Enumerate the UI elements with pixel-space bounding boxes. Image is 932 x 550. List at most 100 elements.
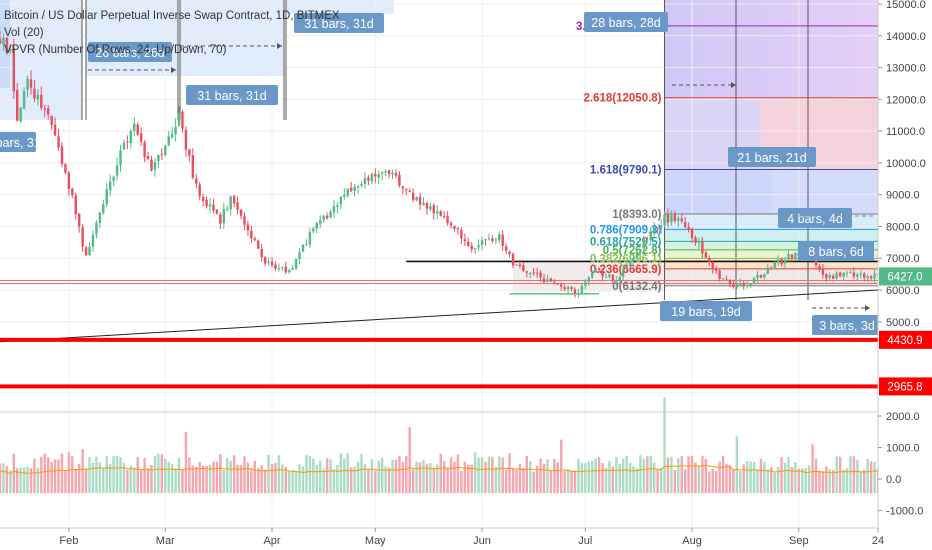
candle-body xyxy=(53,124,57,136)
candle-body xyxy=(632,258,635,261)
candle-body xyxy=(639,249,642,252)
volume-bar xyxy=(246,462,250,494)
volume-bar xyxy=(208,464,212,494)
volume-bar xyxy=(742,464,745,494)
candle-body xyxy=(133,123,136,131)
volume-bar xyxy=(556,462,559,494)
volume-bar xyxy=(835,456,838,494)
candle-body xyxy=(353,186,356,192)
volume-bar xyxy=(9,470,12,494)
volume-bar xyxy=(487,456,491,494)
candle-body xyxy=(563,287,566,290)
volume-bar xyxy=(164,458,167,494)
volume-bar xyxy=(294,470,298,494)
candle-body xyxy=(529,273,532,275)
chart-title[interactable]: Bitcoin / US Dollar Perpetual Inverse Sw… xyxy=(4,10,340,22)
volume-bar xyxy=(580,462,584,494)
volume-bar xyxy=(649,455,652,494)
volume-bar xyxy=(2,463,5,494)
date-range-label[interactable]: 31 bars, 31d xyxy=(0,132,48,152)
candle-body xyxy=(832,275,835,279)
volume-bar xyxy=(708,471,711,494)
price-level-line[interactable] xyxy=(0,337,878,342)
candle-body xyxy=(274,264,277,269)
price-badge: 6427.0 xyxy=(879,267,932,286)
volume-bar xyxy=(749,461,752,494)
date-range-label[interactable]: 26 bars, 26d xyxy=(88,42,172,62)
candle-body xyxy=(535,272,539,274)
fib-retracement-band xyxy=(664,229,878,242)
candle-body xyxy=(714,268,718,271)
volume-bar xyxy=(329,459,332,494)
price-badge-bg xyxy=(879,267,932,286)
volume-bar xyxy=(739,471,742,494)
candle-body xyxy=(5,38,9,53)
date-range-label[interactable]: 8 bars, 6d xyxy=(798,241,874,261)
volume-indicator-label[interactable]: Vol (20) xyxy=(4,27,44,39)
volume-bar xyxy=(46,457,50,494)
volume-bar xyxy=(5,465,9,494)
candle-body xyxy=(556,283,559,285)
volume-bar xyxy=(622,458,625,494)
volume-bar xyxy=(532,471,535,494)
volume-bar xyxy=(752,461,756,494)
candle-body xyxy=(343,194,346,197)
candle-body xyxy=(873,273,876,279)
volume-bar xyxy=(646,456,649,494)
candle-body xyxy=(701,241,704,254)
date-range-label-bg xyxy=(584,12,668,32)
volume-bar xyxy=(566,469,570,494)
volume-bar xyxy=(728,465,732,494)
candle-body xyxy=(708,257,711,263)
candle-body xyxy=(288,269,291,273)
volume-bar xyxy=(732,468,735,494)
volume-bar xyxy=(250,468,253,494)
volume-bar xyxy=(84,468,88,494)
volume-bar xyxy=(26,466,29,494)
volume-bar xyxy=(391,459,394,494)
date-range-label[interactable]: 3 bars, 3d xyxy=(812,315,882,335)
volume-bar xyxy=(398,455,401,494)
volume-bar xyxy=(577,458,580,494)
volume-bar xyxy=(656,468,659,494)
date-range-label[interactable]: 31 bars, 31d xyxy=(294,13,384,33)
volume-bar xyxy=(549,470,553,494)
candle-body xyxy=(694,237,697,243)
volume-bar xyxy=(615,457,618,494)
volume-bar xyxy=(597,457,601,494)
candle-body xyxy=(301,244,305,252)
candle-body xyxy=(195,178,198,184)
volume-bar xyxy=(29,468,33,494)
candle-body xyxy=(518,264,522,266)
volume-bar xyxy=(418,462,422,494)
trend-line[interactable] xyxy=(0,289,879,343)
candle-body xyxy=(253,238,256,240)
volume-bar xyxy=(766,469,770,494)
candle-body xyxy=(50,115,53,126)
volume-tick-label: 2000.0 xyxy=(886,411,920,423)
volume-bar xyxy=(322,468,325,494)
date-range-label[interactable]: 21 bars, 21d xyxy=(728,147,816,167)
date-range-label[interactable]: 4 bars, 4d xyxy=(778,208,852,228)
volume-bar xyxy=(632,466,635,494)
candle-body xyxy=(794,253,797,260)
candle-body xyxy=(515,264,518,266)
date-range-label[interactable]: 31 bars, 31d xyxy=(186,85,278,105)
volume-bar xyxy=(277,455,281,494)
candle-body xyxy=(615,280,618,282)
volume-bar xyxy=(408,427,411,494)
candle-body xyxy=(336,205,339,208)
volume-bar xyxy=(108,463,112,494)
date-range-label[interactable]: 19 bars, 19d xyxy=(660,301,752,321)
volume-bar xyxy=(763,461,766,494)
price-badge-bg xyxy=(879,330,932,349)
candle-body xyxy=(560,284,563,287)
volume-bar xyxy=(153,455,157,494)
fib-level-label: 0.382(6996.1) xyxy=(590,253,662,265)
vpvr-indicator-label[interactable]: VPVR (Number Of Rows, 24, Up/Down, 70) xyxy=(4,44,227,56)
date-range-label[interactable]: 28 bars, 28d xyxy=(584,12,668,32)
volume-bar xyxy=(869,461,873,494)
price-level-line[interactable] xyxy=(0,384,878,389)
volume-bar xyxy=(367,469,370,494)
